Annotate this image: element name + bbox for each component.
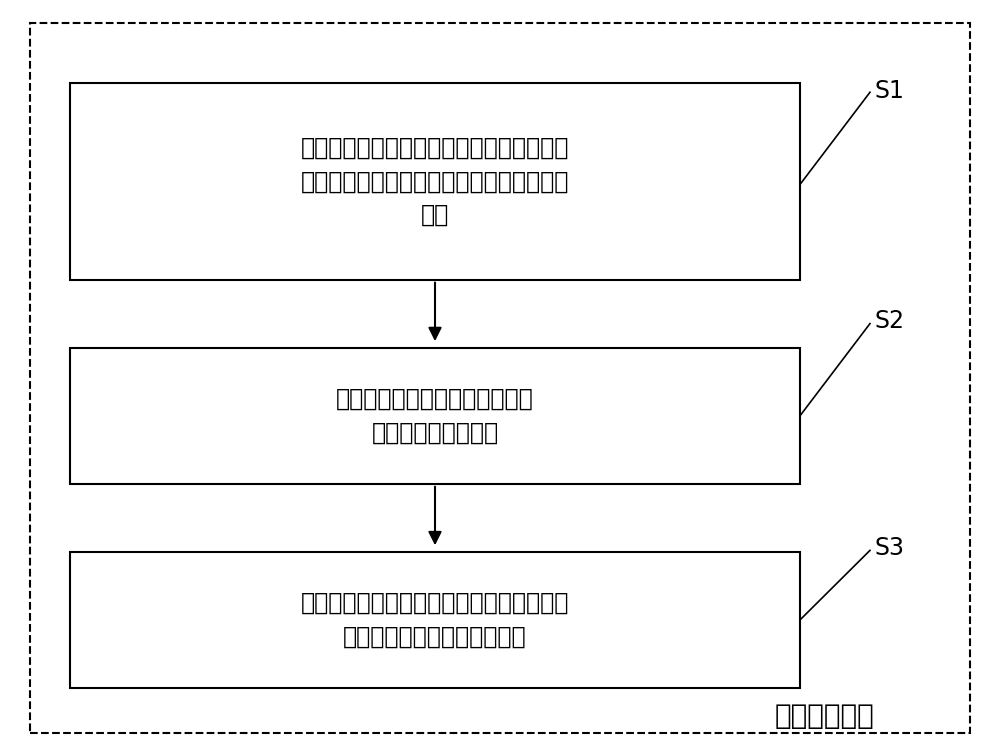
FancyBboxPatch shape	[30, 23, 970, 733]
Text: S1: S1	[875, 79, 905, 103]
Text: 对所述区域排放规划进行分解，
得到微循环排放规划: 对所述区域排放规划进行分解， 得到微循环排放规划	[336, 387, 534, 445]
FancyBboxPatch shape	[70, 83, 800, 280]
Text: 实时接收气象中心的天气预报信息和排水管
道运行信息，并处理所述信息得到区域排放
规划: 实时接收气象中心的天气预报信息和排水管 道运行信息，并处理所述信息得到区域排放 …	[301, 136, 569, 227]
FancyBboxPatch shape	[70, 552, 800, 688]
Text: S3: S3	[875, 536, 905, 560]
FancyBboxPatch shape	[70, 348, 800, 484]
Text: 所述微循环排放规划指定的微循环系统根据
所述微循环排放规划进行排水: 所述微循环排放规划指定的微循环系统根据 所述微循环排放规划进行排水	[301, 591, 569, 649]
Text: 雨水排放方法: 雨水排放方法	[775, 702, 875, 730]
Text: S2: S2	[875, 309, 905, 333]
